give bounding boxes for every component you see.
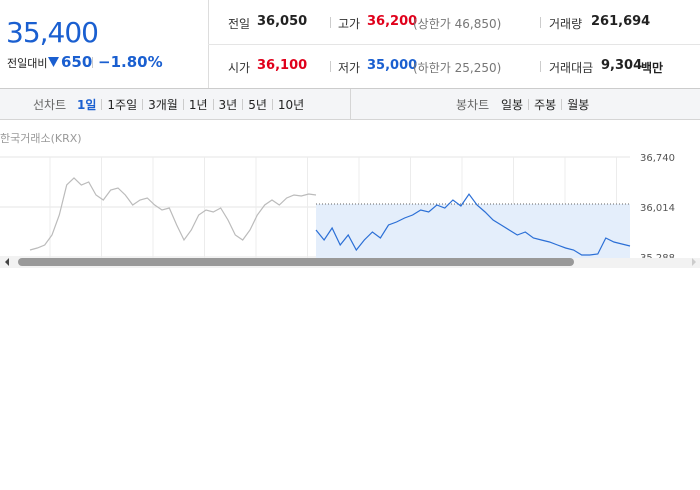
label: 거래대금 [549, 61, 594, 75]
scroll-right[interactable] [692, 258, 696, 266]
tab-label: 봉차트 [456, 98, 490, 112]
sep [101, 99, 103, 110]
candle-tab[interactable]: 주봉 [534, 98, 557, 112]
label: 저가 [338, 61, 361, 75]
sep [212, 99, 214, 110]
period-tab[interactable]: 1일 [77, 98, 97, 112]
source: 한국거래소(KRX) [0, 132, 82, 145]
scroll-thumb[interactable] [18, 258, 574, 266]
sep [540, 61, 541, 72]
session-area [316, 204, 630, 258]
y-tick-label: 36,740 [640, 153, 675, 164]
divider [208, 44, 700, 45]
value: 9,304 [601, 58, 643, 73]
price-line [315, 193, 631, 256]
tab-label: 선차트 [33, 98, 67, 112]
change-label: 전일대비 [7, 57, 48, 70]
sep [330, 61, 331, 72]
sep [271, 99, 273, 110]
period-tab[interactable]: 1년 [188, 98, 208, 112]
label: 거래량 [549, 17, 583, 31]
note: (상한가 46,850) [413, 17, 502, 31]
sep [92, 57, 93, 68]
label: 시가 [228, 61, 251, 75]
summary [0, 0, 700, 89]
note: (하한가 25,250) [413, 61, 502, 75]
value: 36,050 [257, 14, 308, 29]
sep [182, 99, 184, 110]
divider [350, 89, 351, 119]
down-icon [48, 57, 59, 67]
sep [540, 17, 541, 28]
period-tab[interactable]: 3년 [218, 98, 238, 112]
chart: 36,740 36,014 35,288 [0, 153, 700, 268]
sep [561, 99, 563, 110]
y-tick-label: 36,014 [640, 203, 675, 214]
change-rate: −1.80% [98, 53, 163, 71]
price: 35,400 [6, 16, 99, 49]
candle-tab[interactable]: 월봉 [567, 98, 590, 112]
label: 고가 [338, 17, 361, 31]
scroll-left[interactable] [5, 258, 9, 266]
change: 650 [61, 53, 93, 71]
sep [142, 99, 144, 110]
period-tab[interactable]: 5년 [248, 98, 267, 112]
sep [242, 99, 244, 110]
value: 36,200 [367, 14, 418, 29]
candle-tab[interactable]: 일봉 [501, 98, 524, 112]
period-tab[interactable]: 10년 [277, 98, 305, 112]
unit: 백만 [641, 61, 664, 75]
value: 35,000 [367, 58, 418, 73]
price-line [29, 177, 317, 251]
period-tab[interactable]: 1주일 [107, 98, 138, 112]
sep [330, 17, 331, 28]
value: 261,694 [591, 14, 651, 29]
label: 전일 [228, 17, 251, 31]
y-tick-label: 35,288 [640, 253, 675, 264]
period-tab[interactable]: 3개월 [148, 98, 178, 112]
sep [528, 99, 530, 110]
value: 36,100 [257, 58, 308, 73]
